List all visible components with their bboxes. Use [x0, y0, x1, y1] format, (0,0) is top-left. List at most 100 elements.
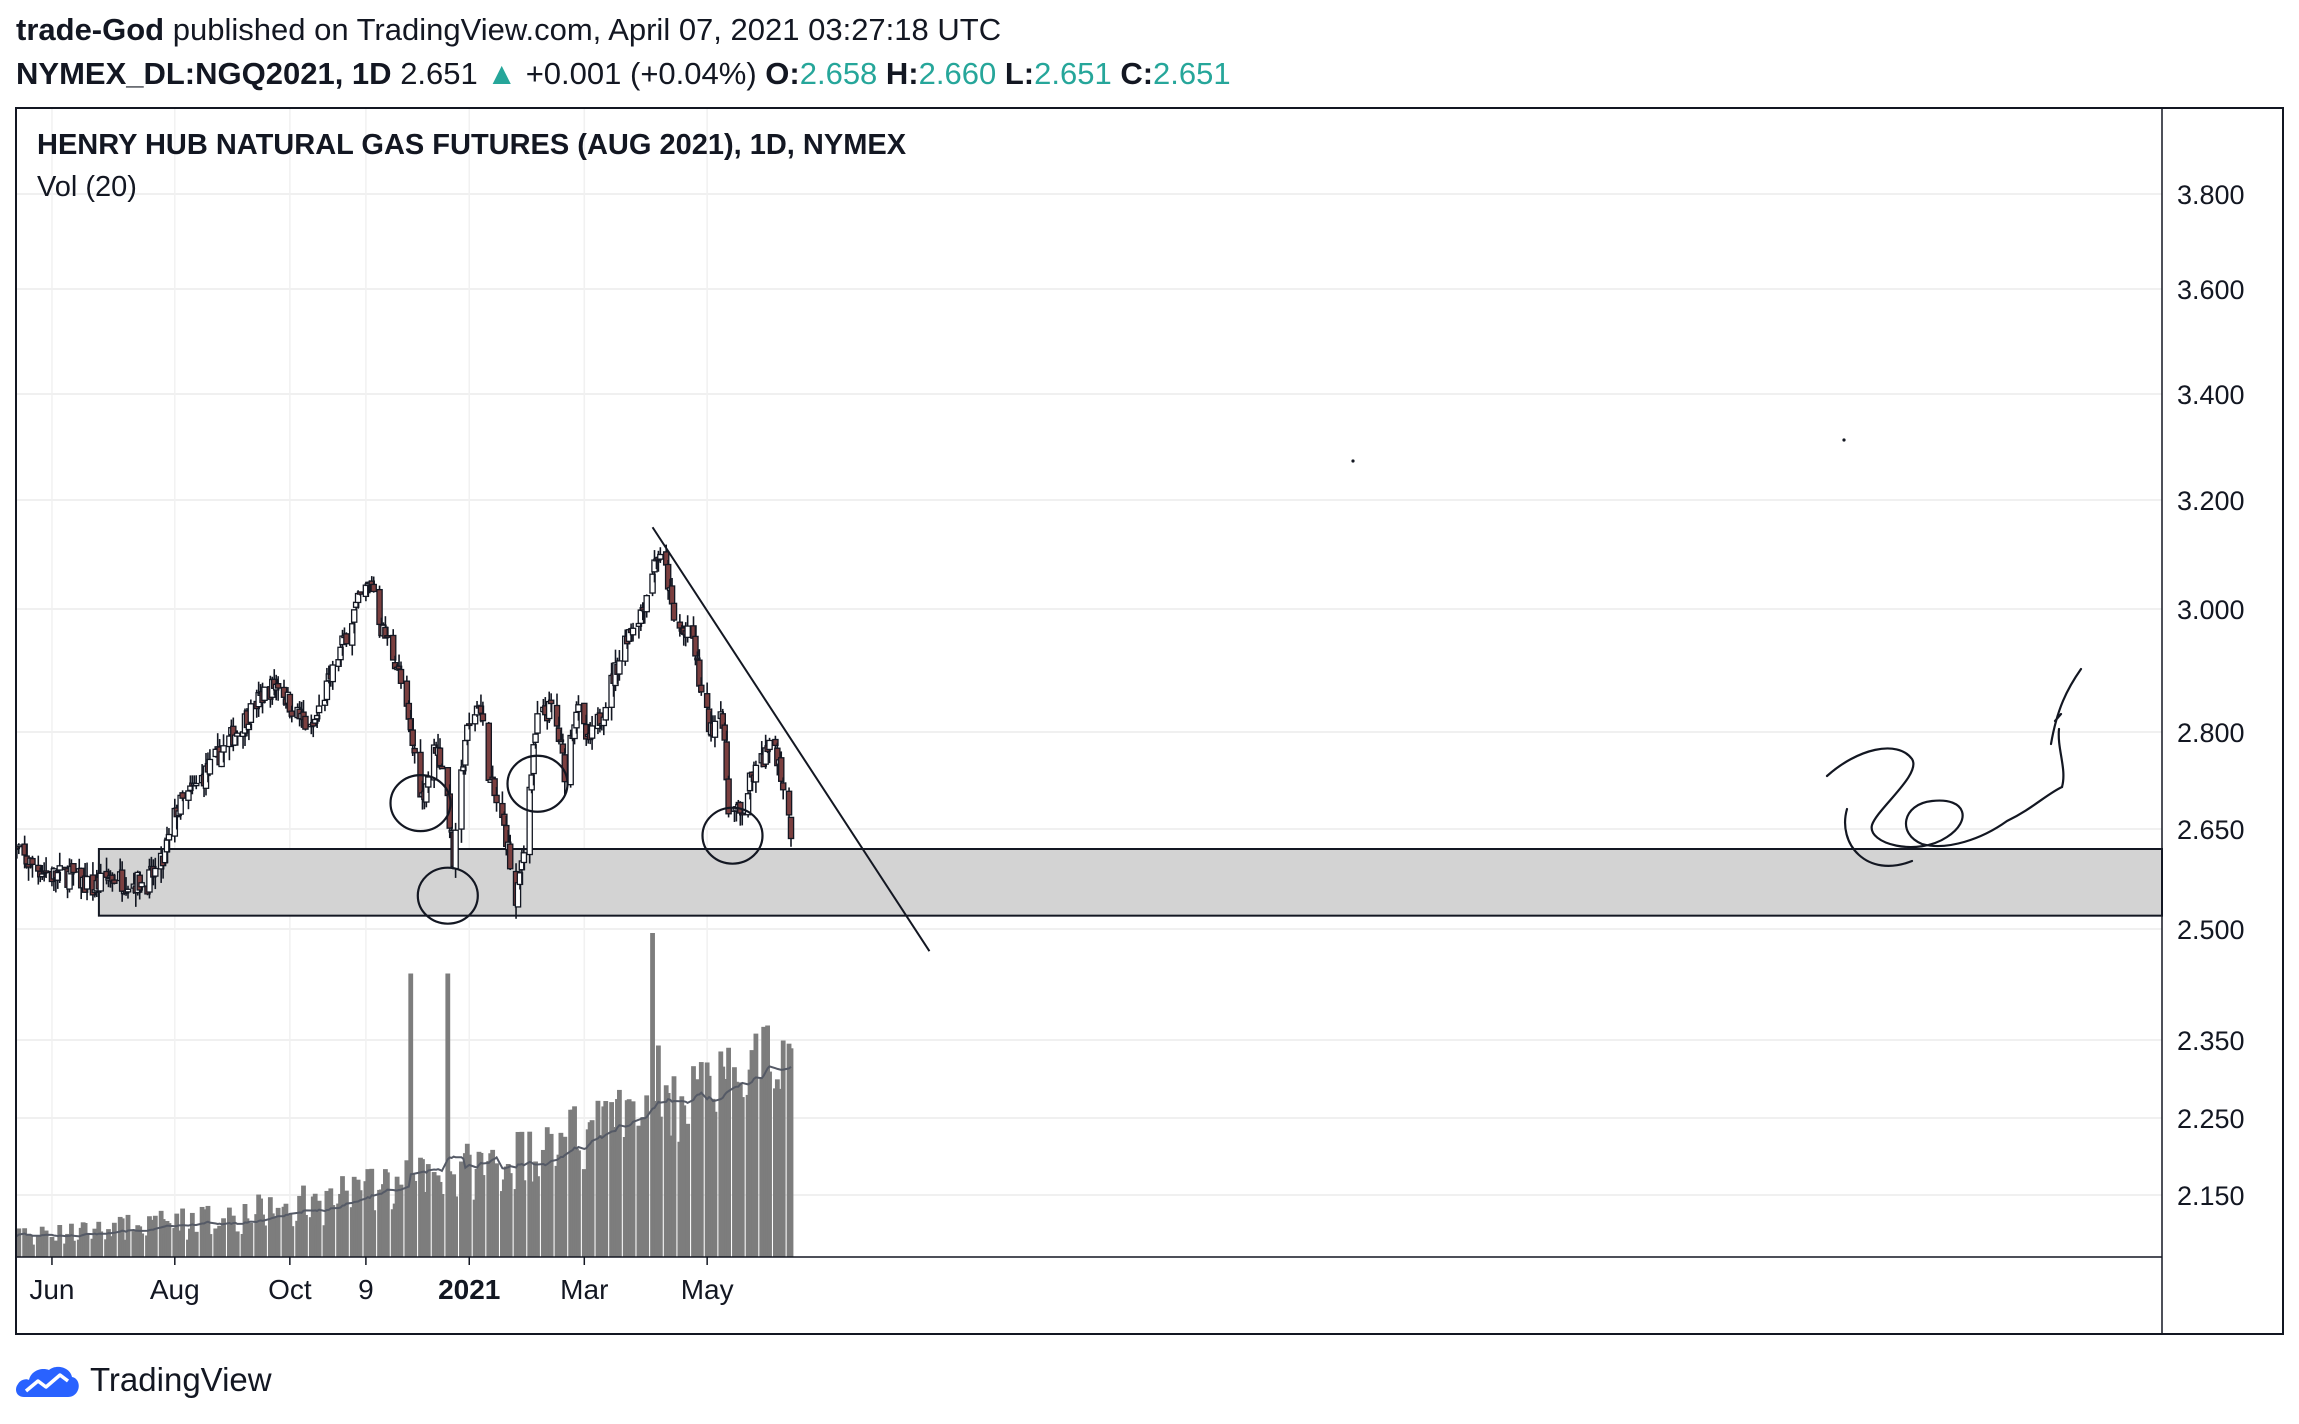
price-chart[interactable]: 3.800 3.600 3.400 3.200 3.000 2.800 2.650 2.500…	[17, 109, 2282, 1333]
candle-body	[616, 660, 623, 675]
candle-body	[668, 585, 676, 605]
chart-frame[interactable]: 3.800 3.600 3.400 3.200 3.000 2.800 2.650 2.500…	[15, 107, 2284, 1335]
candle-body	[438, 765, 446, 770]
candle-body	[56, 865, 64, 871]
volume-bar	[671, 1076, 677, 1257]
y-axis-tick-label: 2.500	[2177, 915, 2245, 945]
volume-bar	[644, 1095, 650, 1257]
author-name[interactable]: trade-God	[16, 12, 165, 47]
volume-bar	[357, 1190, 363, 1257]
volume-bar	[71, 1240, 76, 1257]
volume-bar	[289, 1226, 295, 1257]
tradingview-cloud-logo-icon	[16, 1366, 79, 1397]
candle-body	[588, 725, 596, 739]
volume-bar	[739, 1097, 745, 1257]
y-axis-tick-label: 3.600	[2177, 275, 2245, 305]
candle-body	[532, 733, 539, 743]
candle-body	[657, 553, 664, 560]
candles	[17, 544, 795, 919]
volume-bar	[248, 1222, 254, 1257]
volume-bar	[119, 1218, 125, 1257]
volume-bar	[603, 1101, 609, 1257]
candle-body	[725, 778, 732, 815]
candle-body	[520, 852, 528, 864]
low-label: L:	[1004, 56, 1035, 91]
candle-body	[370, 583, 377, 593]
volume-bar	[535, 1176, 540, 1257]
volume-bar	[767, 1071, 772, 1257]
footer-brand: TradingView	[90, 1361, 272, 1398]
candle-body	[356, 591, 364, 595]
volume-bar	[780, 1040, 786, 1257]
volume-bar	[521, 1180, 527, 1257]
close-label: C:	[1120, 56, 1154, 91]
volume-bar	[788, 1048, 794, 1257]
highlight-circle	[389, 774, 452, 833]
highlight-circle	[701, 806, 764, 865]
candle-body	[165, 833, 173, 841]
volume-bar	[408, 973, 414, 1257]
volume-bar	[17, 1228, 22, 1257]
candle-body	[384, 635, 391, 638]
candle-body	[479, 713, 487, 722]
candle-body	[274, 682, 282, 689]
volume-bar	[657, 1116, 663, 1257]
candle-body	[42, 870, 50, 874]
candle-body	[17, 844, 23, 848]
candle-body	[343, 633, 350, 645]
grid-lines	[17, 109, 2162, 1257]
volume-ma-line	[17, 1065, 792, 1238]
x-axis-tick-label: Jun	[29, 1274, 74, 1305]
candle-body	[485, 722, 492, 782]
volume-bar	[166, 1223, 172, 1257]
candle-body	[703, 693, 711, 709]
candle-body	[506, 843, 514, 870]
candle-body	[348, 623, 356, 646]
chart-legend-title: HENRY HUB NATURAL GAS FUTURES (AUG 2021)…	[37, 129, 907, 161]
y-axis-tick-label: 2.800	[2177, 718, 2245, 748]
up-arrow-icon: ▲	[486, 56, 518, 91]
candle-body	[692, 635, 699, 657]
volume-bar	[205, 1205, 211, 1257]
candle-body	[302, 715, 309, 730]
volume-bar	[480, 1175, 486, 1257]
published-text: published on TradingView.com, April 07, …	[172, 12, 1002, 47]
candle-body	[220, 745, 227, 753]
candle-body	[124, 888, 132, 893]
volume-bar	[548, 1133, 554, 1257]
volume-bar	[445, 973, 451, 1257]
support-zone-rect	[97, 848, 2164, 917]
volume-bar	[43, 1230, 49, 1257]
volume-bar	[371, 1210, 377, 1257]
volume-bars	[17, 933, 794, 1257]
volume-bar	[180, 1208, 185, 1257]
x-axis-tick-label: Oct	[268, 1274, 312, 1305]
freehand-arrow-icon	[2049, 667, 2083, 789]
volume-bar	[303, 1214, 308, 1257]
volume-bar	[316, 1200, 322, 1257]
candle-body	[744, 793, 752, 816]
volume-bar	[453, 1196, 458, 1257]
candle-body	[179, 792, 186, 799]
candle-body	[185, 790, 192, 801]
volume-bar	[384, 1172, 390, 1257]
candle-body	[739, 812, 746, 816]
candle-body	[288, 710, 296, 717]
candle-body	[315, 705, 323, 714]
y-axis-tick-label: 2.250	[2177, 1104, 2245, 1134]
candle-body	[684, 625, 691, 639]
tradingview-footer[interactable]: TradingView	[14, 1356, 272, 1404]
price-change: +0.001 (+0.04%)	[525, 56, 757, 91]
volume-bar	[494, 1163, 499, 1257]
volume-bar	[207, 1234, 213, 1257]
volume-bar	[412, 1180, 418, 1257]
volume-bar	[98, 1231, 104, 1257]
y-axis-tick-label: 2.150	[2177, 1181, 2245, 1211]
candle-body	[29, 857, 36, 866]
volume-bar	[425, 1164, 431, 1257]
stray-dot	[1351, 459, 1355, 463]
candle-body	[452, 829, 459, 870]
volume-bar	[712, 1111, 718, 1257]
volume-bar	[125, 1214, 131, 1257]
volume-bar	[84, 1234, 90, 1257]
